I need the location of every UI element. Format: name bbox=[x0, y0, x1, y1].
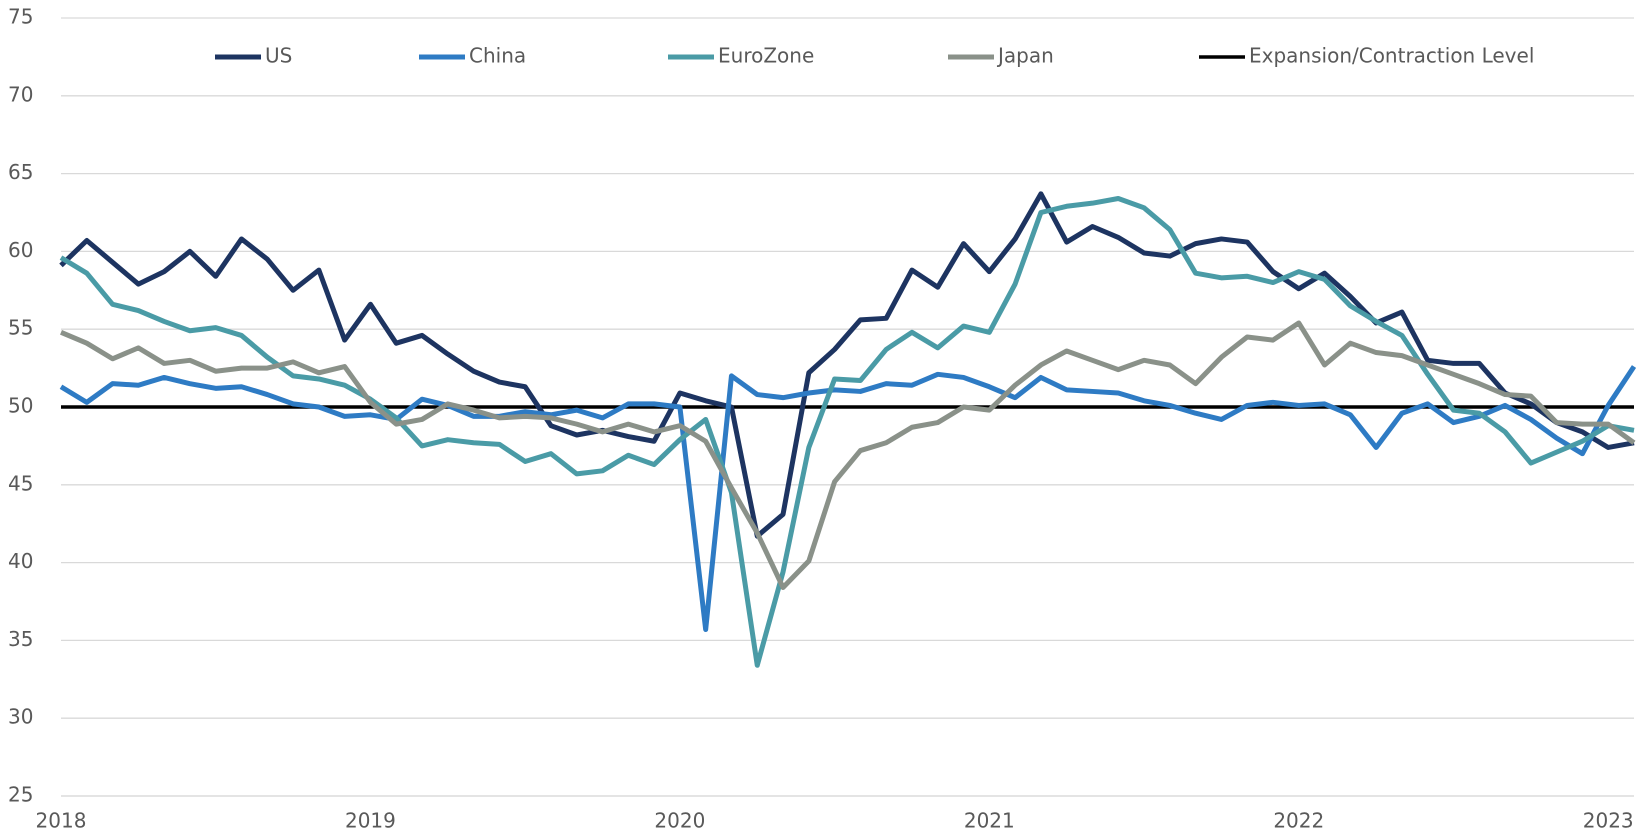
series-line bbox=[59, 365, 1637, 633]
x-tick-label: 2019 bbox=[345, 809, 396, 833]
series-line bbox=[60, 320, 1636, 590]
y-tick-label: 65 bbox=[8, 160, 33, 184]
x-tick-label: 2020 bbox=[654, 809, 705, 833]
y-tick-label: 70 bbox=[8, 82, 33, 106]
y-tick-label: 45 bbox=[8, 471, 33, 495]
legend-label: US bbox=[265, 44, 292, 68]
y-tick-label: 40 bbox=[8, 549, 33, 573]
y-tick-label: 60 bbox=[8, 238, 33, 262]
legend-label: China bbox=[469, 44, 526, 68]
y-tick-label: 30 bbox=[8, 705, 33, 729]
x-tick-label: 2023 bbox=[1583, 809, 1634, 833]
legend-label: Japan bbox=[996, 44, 1054, 68]
series-line bbox=[59, 196, 1635, 668]
x-tick-label: 2022 bbox=[1273, 809, 1324, 833]
y-tick-label: 50 bbox=[8, 394, 33, 418]
y-tick-label: 35 bbox=[8, 627, 33, 651]
legend-label: EuroZone bbox=[718, 44, 814, 68]
y-tick-label: 75 bbox=[8, 5, 33, 29]
x-tick-label: 2018 bbox=[36, 809, 87, 833]
legend-label: Expansion/Contraction Level bbox=[1249, 44, 1534, 68]
y-tick-label: 55 bbox=[8, 316, 33, 340]
y-tick-label: 25 bbox=[8, 783, 33, 807]
x-tick-label: 2021 bbox=[964, 809, 1015, 833]
